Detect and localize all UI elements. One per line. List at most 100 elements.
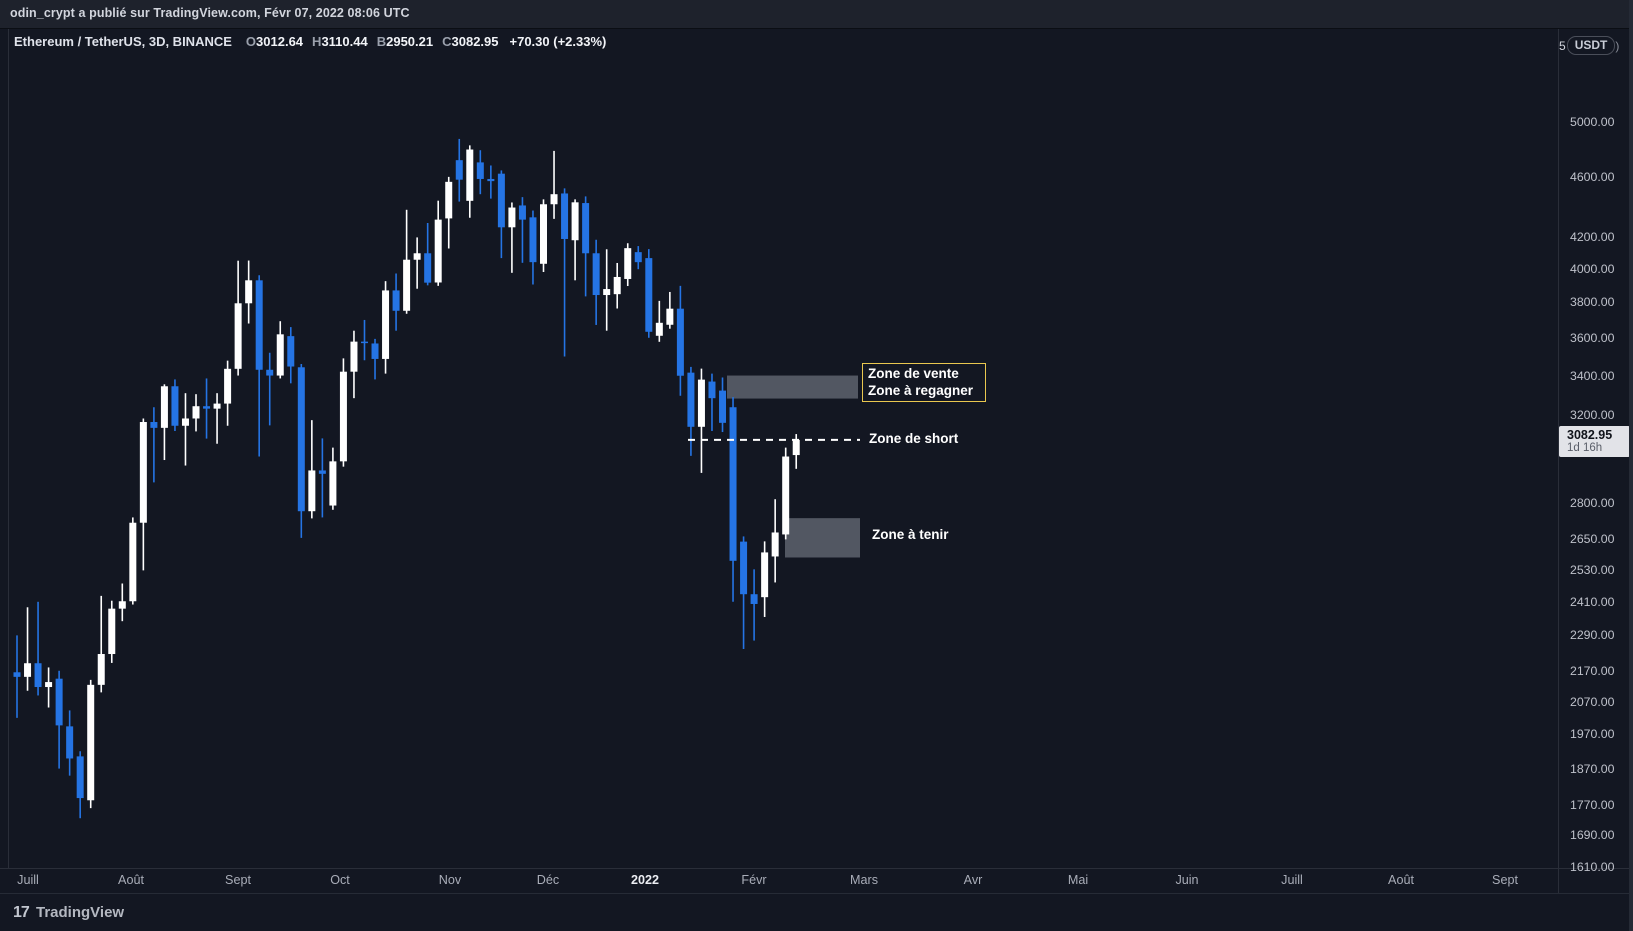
candle-body	[792, 439, 800, 456]
price-tick-label: 4200.00	[1570, 229, 1615, 244]
candle-body	[434, 219, 442, 283]
candle-body	[403, 259, 411, 311]
price-tick-label: 4000.00	[1570, 261, 1615, 276]
chart-region[interactable]: Ethereum / TetherUS, 3D, BINANCE O3012.64…	[0, 29, 1633, 893]
time-axis-border	[0, 868, 1633, 869]
currency-usdt-button[interactable]: USDT	[1566, 36, 1616, 55]
time-axis[interactable]: Juill Août Sept Oct Nov Déc 2022 Févr Mars Avr Mai…	[0, 868, 1633, 893]
time-tick-month: Sept	[225, 873, 251, 887]
candle-body	[350, 341, 358, 372]
hold-zone-rect[interactable]	[785, 518, 860, 558]
candle-body	[360, 341, 368, 344]
candle-body	[297, 367, 305, 512]
candle-body	[45, 682, 53, 688]
price-tick-label: 2800.00	[1570, 496, 1615, 511]
sell-zone-rect[interactable]	[727, 375, 858, 399]
price-tick-label: 3800.00	[1570, 295, 1615, 310]
candle-body	[171, 386, 179, 426]
candle-body	[413, 253, 421, 260]
tradingview-brand-link[interactable]: TradingView	[36, 904, 125, 921]
candle-body	[645, 258, 653, 332]
published-title-bar: odin_crypt a publié sur TradingView.com,…	[0, 0, 1633, 29]
currency-toggle-row[interactable]: 5 USDT)	[1559, 36, 1633, 58]
time-tick-month: Juin	[1175, 873, 1199, 887]
candle-body	[192, 406, 200, 419]
candle-body	[213, 403, 221, 409]
price-tick-label: 3400.00	[1570, 368, 1615, 383]
candle-body	[740, 541, 748, 595]
symbol-legend[interactable]: Ethereum / TetherUS, 3D, BINANCE O3012.64…	[14, 34, 606, 49]
candle-body	[603, 289, 611, 296]
price-tick-label: 1770.00	[1570, 797, 1615, 812]
price-tick-label: 2650.00	[1570, 532, 1615, 547]
symbol-title[interactable]: Ethereum / TetherUS, 3D, BINANCE	[14, 34, 232, 49]
clipped-paren: )	[1615, 38, 1620, 53]
time-tick-month: Juill	[17, 873, 39, 887]
candle-body	[582, 203, 590, 254]
candle-body	[634, 252, 642, 263]
candle-body	[318, 470, 326, 474]
candle-body	[139, 422, 147, 523]
ohlc-letter: O	[245, 34, 257, 49]
sell-zone-label-box[interactable]: Zone de vente Zone à regagner	[862, 363, 986, 402]
ohlc-value: 3110.44	[321, 34, 368, 49]
candlestick-plot[interactable]	[0, 29, 1633, 869]
price-tick-label: 3600.00	[1570, 330, 1615, 345]
candle-body	[76, 756, 84, 799]
time-tick-month: Sept	[1492, 873, 1518, 887]
time-tick-month: Juill	[1281, 873, 1303, 887]
candle-body	[329, 461, 337, 506]
candle-body	[624, 248, 632, 279]
ohlc-value: 3082.95	[451, 34, 499, 49]
plot-left-border	[8, 29, 9, 868]
candle-body	[203, 406, 211, 409]
price-axis[interactable]: 3082.95 1d 16h 5000.00 4600.00 4200.00 4000…	[1558, 29, 1633, 874]
candle-body	[455, 160, 463, 180]
ohlc-values: O3012.64 H3110.44 B2950.21 C3082.95	[246, 34, 508, 49]
price-tick-label: 2070.00	[1570, 694, 1615, 709]
candle-body	[697, 379, 705, 427]
candle-body	[245, 280, 253, 304]
price-tick-label: 5000.00	[1570, 115, 1615, 129]
footer-bar: 17 TradingView	[0, 893, 1633, 931]
tradingview-logo-icon[interactable]: 17	[13, 904, 30, 921]
candle-body	[24, 663, 32, 677]
candle-body	[487, 178, 495, 182]
price-tick-label: 2530.00	[1570, 562, 1615, 577]
candle-body	[13, 672, 21, 677]
candle-body	[150, 422, 158, 428]
price-tick-label: 3200.00	[1570, 408, 1615, 423]
price-tick-label: 2410.00	[1570, 594, 1615, 609]
time-tick-month: Août	[118, 873, 144, 887]
price-tick-label: 1970.00	[1570, 727, 1615, 742]
published-info-text: odin_crypt a publié sur TradingView.com,…	[10, 6, 410, 20]
candle-body	[34, 663, 42, 688]
candle-body	[771, 532, 779, 557]
candle-body	[129, 522, 137, 602]
ohlc-letter: C	[442, 34, 452, 49]
candle-body	[592, 253, 600, 296]
price-tick-label: 2290.00	[1570, 628, 1615, 643]
candle-body	[476, 162, 484, 179]
candle-body	[287, 336, 295, 367]
price-tick-label: 2170.00	[1570, 663, 1615, 678]
price-axis-border	[1558, 29, 1559, 893]
candle-body	[339, 371, 347, 462]
bar-countdown: 1d 16h	[1567, 441, 1603, 454]
candle-body	[540, 204, 547, 264]
short-zone-label[interactable]: Zone de short	[869, 430, 959, 446]
sell-zone-line1: Zone de vente	[868, 366, 959, 381]
candle-body	[445, 181, 453, 219]
candle-body	[676, 308, 684, 376]
candle-body	[518, 205, 526, 220]
change-value: +70.30 (+2.33%)	[509, 34, 607, 49]
hold-zone-label[interactable]: Zone à tenir	[872, 527, 949, 542]
candle-body	[97, 654, 105, 685]
candle-body	[87, 684, 95, 801]
time-tick-year: 2022	[630, 873, 660, 887]
clipped-price-digit: 5	[1559, 38, 1566, 53]
candle-body	[266, 369, 274, 376]
candle-body	[687, 372, 695, 427]
ohlc-letter: B	[376, 34, 387, 49]
